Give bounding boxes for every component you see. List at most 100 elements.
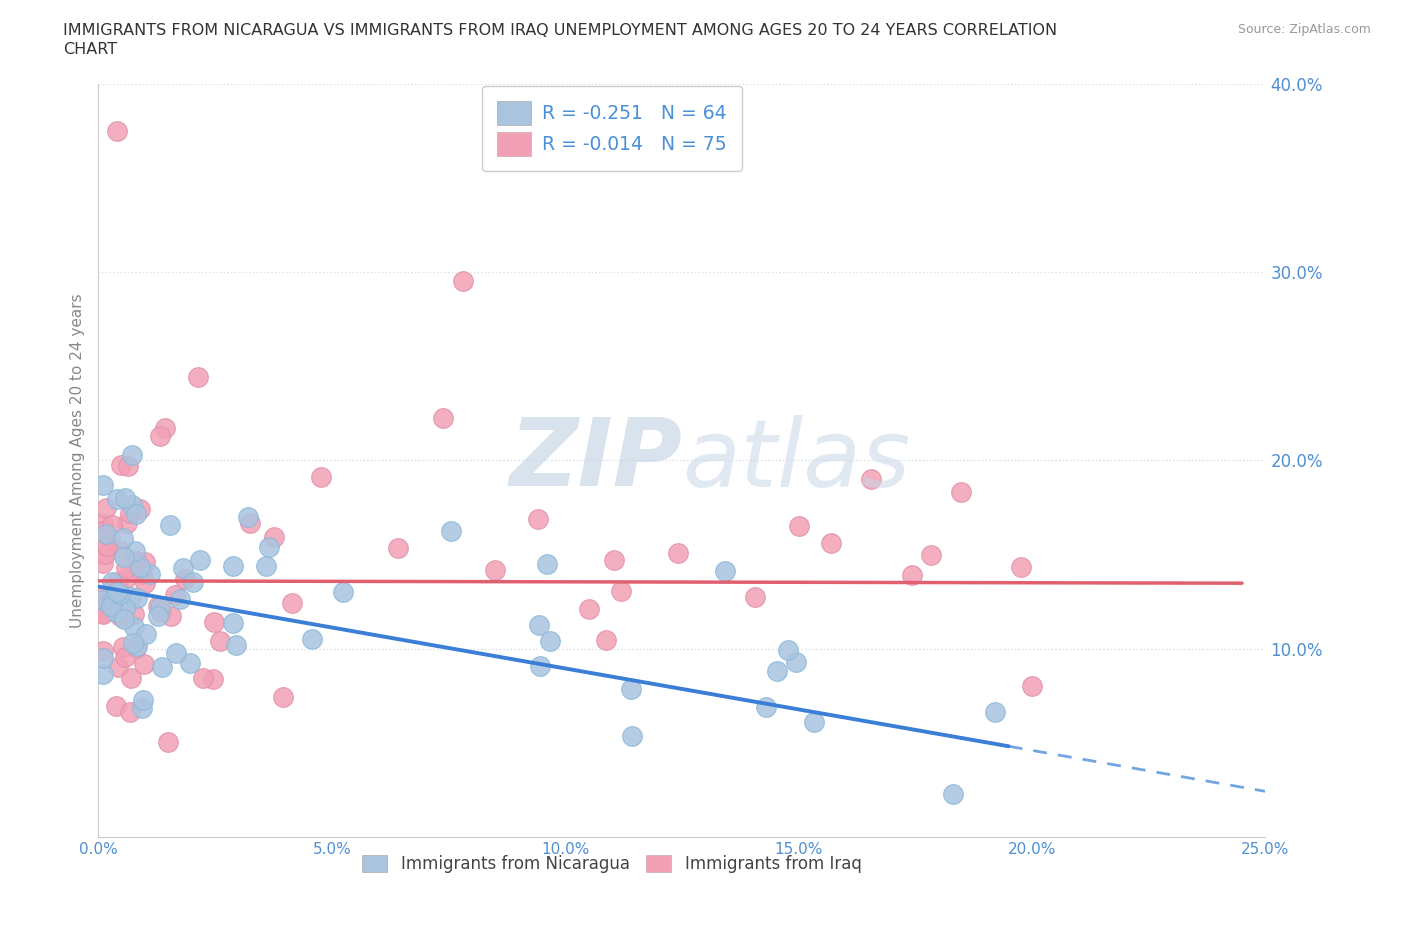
Legend: Immigrants from Nicaragua, Immigrants from Iraq: Immigrants from Nicaragua, Immigrants fr… <box>354 846 870 882</box>
Point <box>100 532 122 547</box>
Point <box>169 591 191 606</box>
Point <box>149 429 172 444</box>
Point <box>174 572 197 587</box>
Point <box>432 410 454 425</box>
Point <box>484 563 506 578</box>
Point <box>165 645 187 660</box>
Point <box>111 530 134 545</box>
Point <box>280 596 302 611</box>
Point <box>104 604 127 619</box>
Point <box>311 470 333 485</box>
Point <box>125 641 148 656</box>
Point <box>527 618 550 632</box>
Point <box>127 638 149 653</box>
Point <box>149 600 172 615</box>
Point <box>714 564 737 578</box>
Point <box>101 575 124 590</box>
Point <box>107 492 129 507</box>
Text: IMMIGRANTS FROM NICARAGUA VS IMMIGRANTS FROM IRAQ UNEMPLOYMENT AMONG AGES 20 TO : IMMIGRANTS FROM NICARAGUA VS IMMIGRANTS … <box>63 23 1057 38</box>
Point <box>100 599 122 614</box>
Point <box>114 601 136 616</box>
Point <box>94 546 117 561</box>
Point <box>108 609 131 624</box>
Point <box>595 632 617 647</box>
Point <box>153 420 176 435</box>
Point <box>271 690 294 705</box>
Point <box>129 501 152 516</box>
Point <box>755 699 778 714</box>
Text: CHART: CHART <box>63 42 117 57</box>
Point <box>225 638 247 653</box>
Point <box>135 627 157 642</box>
Point <box>105 124 128 139</box>
Point <box>131 700 153 715</box>
Point <box>115 515 138 530</box>
Point <box>440 524 463 538</box>
Point <box>191 671 214 685</box>
Point <box>91 606 114 621</box>
Point <box>101 592 124 607</box>
Point <box>159 517 181 532</box>
Point <box>122 619 145 634</box>
Point <box>254 559 277 574</box>
Point <box>620 682 643 697</box>
Point <box>94 500 117 515</box>
Point <box>859 472 882 487</box>
Point <box>129 560 152 575</box>
Point <box>91 666 114 681</box>
Point <box>112 611 135 626</box>
Point <box>602 552 624 567</box>
Point <box>803 714 825 729</box>
Point <box>765 664 787 679</box>
Point <box>105 585 128 600</box>
Point <box>202 671 225 686</box>
Point <box>134 554 156 569</box>
Point <box>949 485 972 499</box>
Point <box>188 552 211 567</box>
Point <box>91 651 114 666</box>
Point <box>91 516 114 531</box>
Point <box>98 594 121 609</box>
Point <box>110 458 132 472</box>
Point <box>104 698 127 713</box>
Point <box>179 656 201 671</box>
Point <box>238 510 260 525</box>
Point <box>150 660 173 675</box>
Point <box>101 587 124 602</box>
Point <box>110 543 132 558</box>
Point <box>202 614 225 629</box>
Point <box>157 735 180 750</box>
Point <box>91 592 114 607</box>
Point <box>115 561 138 576</box>
Point <box>121 498 143 512</box>
Point <box>118 505 141 520</box>
Point <box>127 553 149 568</box>
Point <box>118 705 141 720</box>
Point <box>529 658 551 673</box>
Point <box>134 656 156 671</box>
Point <box>121 671 143 685</box>
Point <box>942 787 965 802</box>
Point <box>114 570 136 585</box>
Point <box>114 649 136 664</box>
Point <box>112 550 135 565</box>
Y-axis label: Unemployment Among Ages 20 to 24 years: Unemployment Among Ages 20 to 24 years <box>69 293 84 628</box>
Point <box>172 561 194 576</box>
Point <box>609 584 631 599</box>
Point <box>1010 560 1032 575</box>
Point <box>785 655 807 670</box>
Point <box>149 604 172 619</box>
Point <box>148 608 170 623</box>
Point <box>91 556 114 571</box>
Point <box>332 584 354 599</box>
Point <box>787 519 810 534</box>
Point <box>181 575 204 590</box>
Point <box>124 544 146 559</box>
Point <box>121 447 143 462</box>
Point <box>776 643 799 658</box>
Point <box>122 606 145 621</box>
Point <box>301 631 323 646</box>
Point <box>165 588 187 603</box>
Point <box>239 515 262 530</box>
Point <box>983 704 1005 719</box>
